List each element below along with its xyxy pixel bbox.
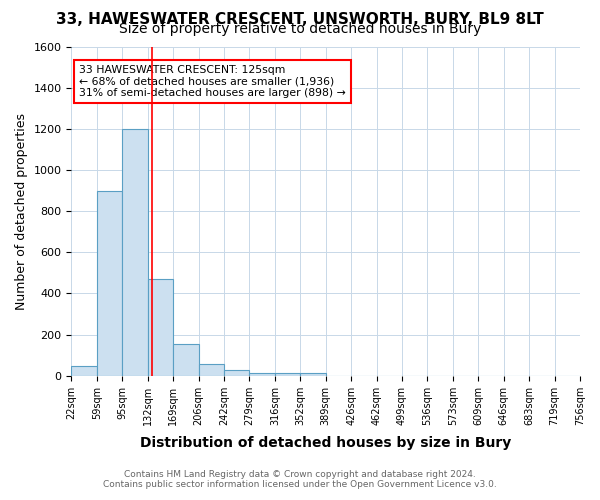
Bar [300,372,326,376]
Text: 33 HAWESWATER CRESCENT: 125sqm
← 68% of detached houses are smaller (1,936)
31% : 33 HAWESWATER CRESCENT: 125sqm ← 68% of … [79,64,346,98]
Text: Contains HM Land Registry data © Crown copyright and database right 2024.
Contai: Contains HM Land Registry data © Crown c… [103,470,497,489]
Text: Size of property relative to detached houses in Bury: Size of property relative to detached ho… [119,22,481,36]
Bar [199,364,224,376]
X-axis label: Distribution of detached houses by size in Bury: Distribution of detached houses by size … [140,436,511,450]
Bar [224,370,250,376]
Bar [275,372,300,376]
Bar [148,279,173,376]
Text: 33, HAWESWATER CRESCENT, UNSWORTH, BURY, BL9 8LT: 33, HAWESWATER CRESCENT, UNSWORTH, BURY,… [56,12,544,26]
Bar [250,372,275,376]
Y-axis label: Number of detached properties: Number of detached properties [15,112,28,310]
Bar [173,344,199,376]
Bar [97,190,122,376]
Bar [122,129,148,376]
Bar [71,366,97,376]
